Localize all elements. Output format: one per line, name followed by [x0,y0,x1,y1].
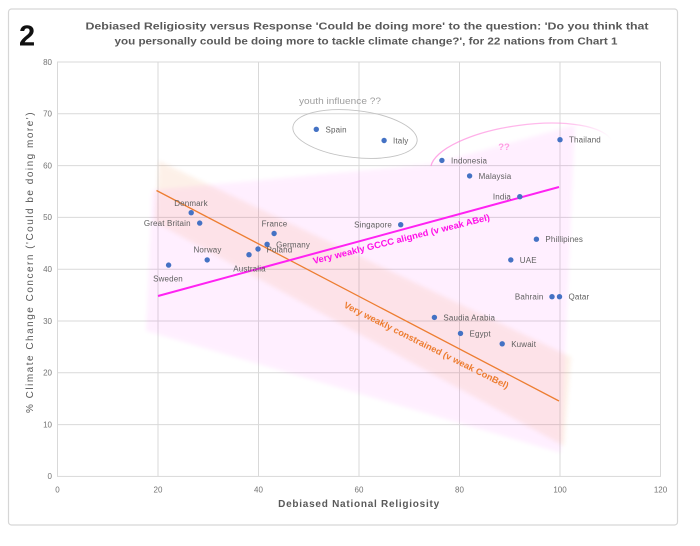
svg-text:Kuwait: Kuwait [511,340,537,349]
svg-text:Indonesia: Indonesia [451,156,487,165]
svg-text:UAE: UAE [520,256,537,265]
svg-text:Bahrain: Bahrain [515,293,544,302]
svg-text:50: 50 [43,213,52,222]
svg-text:Singapore: Singapore [354,221,392,230]
svg-text:Phillipines: Phillipines [545,235,583,244]
svg-text:2: 2 [19,21,35,53]
svg-text:Malaysia: Malaysia [479,172,512,181]
svg-text:80: 80 [455,486,464,495]
svg-text:Spain: Spain [326,125,347,134]
svg-text:Australia: Australia [233,265,266,274]
svg-text:India: India [493,193,511,202]
svg-text:20: 20 [154,486,163,495]
svg-text:30: 30 [43,317,52,326]
svg-text:Debiased National Religiosity: Debiased National Religiosity [278,499,440,510]
svg-text:Great Britain: Great Britain [144,219,191,228]
svg-text:% Climate Change Concern ('Cou: % Climate Change Concern ('Could be doin… [25,111,36,413]
svg-text:Germany: Germany [276,240,310,249]
svg-text:40: 40 [254,486,263,495]
svg-text:120: 120 [654,486,668,495]
svg-text:70: 70 [43,110,52,119]
svg-text:40: 40 [43,265,52,274]
svg-text:60: 60 [43,161,52,170]
svg-text:0: 0 [48,472,53,481]
svg-text:Thailand: Thailand [569,136,601,145]
svg-text:you personally could be doing: you personally could be doing more to ta… [115,37,618,48]
svg-text:Saudia Arabia: Saudia Arabia [443,313,495,322]
svg-text:Poland: Poland [267,246,293,255]
svg-text:??: ?? [498,142,510,153]
svg-text:Qatar: Qatar [569,293,590,302]
svg-text:60: 60 [355,486,364,495]
svg-text:100: 100 [553,486,567,495]
svg-text:Egypt: Egypt [470,329,492,338]
svg-text:youth influence ??: youth influence ?? [299,96,381,107]
svg-text:Denmark: Denmark [174,199,208,208]
svg-text:Norway: Norway [193,246,221,255]
svg-text:10: 10 [43,420,52,429]
svg-text:80: 80 [43,58,52,67]
svg-text:Sweden: Sweden [153,275,183,284]
svg-text:Italy: Italy [393,137,408,146]
svg-text:0: 0 [55,486,60,495]
svg-text:20: 20 [43,369,52,378]
svg-text:Debiased Religiosity versus Re: Debiased Religiosity versus Response 'Co… [86,22,650,33]
svg-text:France: France [262,220,288,229]
